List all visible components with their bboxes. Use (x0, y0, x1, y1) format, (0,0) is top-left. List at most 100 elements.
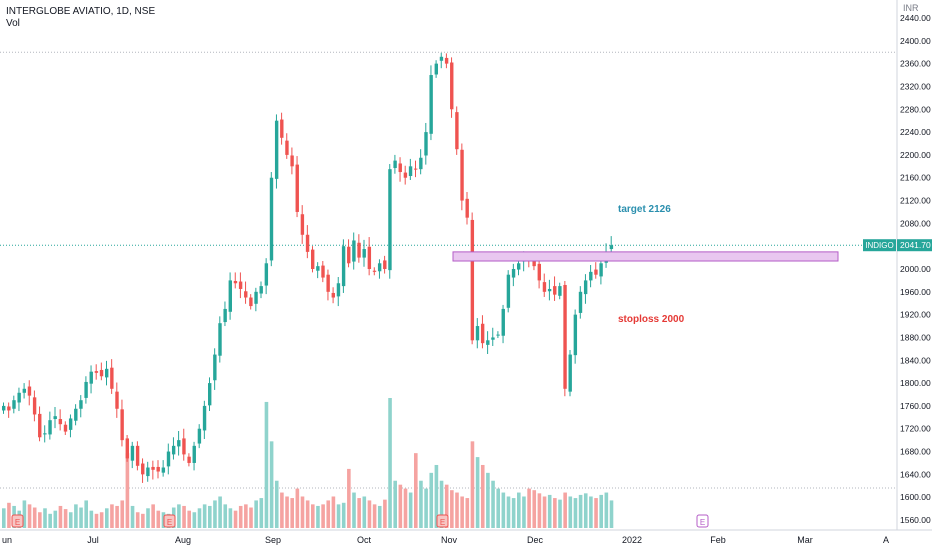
candle-body (388, 169, 392, 271)
candle-body (408, 166, 413, 177)
volume-bar (522, 496, 526, 528)
volume-bar (2, 508, 6, 528)
volume-bar (27, 504, 32, 528)
candle-body (259, 286, 263, 294)
volume-bar (182, 505, 186, 528)
volume-bar (141, 513, 145, 528)
candle-body (208, 383, 212, 406)
volume-bar (218, 496, 222, 528)
volume-bar (89, 510, 94, 528)
price-tick-label: 1560.00 (900, 515, 931, 525)
price-tick-label: 1640.00 (900, 469, 931, 479)
candle-body (393, 160, 397, 169)
volume-bar (156, 510, 161, 528)
candle-body (63, 424, 68, 432)
volume-bar (532, 490, 537, 528)
volume-bar (599, 494, 603, 528)
target-annotation: target 2126 (618, 204, 671, 215)
price-tick-label: 1920.00 (900, 310, 931, 320)
volume-bar (32, 507, 37, 528)
candle-body (120, 409, 124, 441)
candle-body (290, 155, 294, 167)
price-tick-label: 1800.00 (900, 378, 931, 388)
volume-bar (48, 513, 52, 528)
candle-body (141, 463, 145, 475)
symbol-tag-label: INDIGO (865, 241, 893, 250)
candle-body (2, 405, 6, 411)
candle-body (17, 392, 21, 403)
volume-bar (460, 496, 464, 528)
candle-body (295, 164, 299, 212)
volume-bar (197, 508, 202, 528)
price-tick-label: 2000.00 (900, 264, 931, 274)
candle-body (414, 168, 418, 170)
volume-bar (419, 480, 423, 528)
volume-bar (583, 493, 588, 528)
candle-body (177, 440, 181, 447)
price-tick-label: 1880.00 (900, 332, 931, 342)
volume-bar (146, 508, 150, 528)
candle-body (429, 75, 433, 134)
candle-body (537, 263, 541, 281)
volume-bar (135, 512, 140, 528)
volume-bar (537, 493, 542, 528)
candle-body (213, 354, 217, 381)
volume-bar (68, 512, 73, 528)
candle-body (53, 416, 57, 420)
earnings-marker (696, 514, 709, 528)
volume-bar (187, 510, 191, 528)
candle-body (609, 245, 614, 250)
candle-body (228, 280, 232, 312)
price-tag-label: 2041.70 (900, 240, 931, 250)
time-tick-label: 2022 (622, 535, 642, 545)
volume-bar (408, 492, 413, 528)
candle-body (280, 119, 284, 138)
price-tick-label: 2240.00 (900, 127, 931, 137)
volume-bar (424, 488, 428, 528)
volume-bar (74, 504, 78, 528)
candle-body (470, 219, 475, 341)
candle-body (589, 271, 593, 281)
candle-body (238, 281, 243, 289)
volume-bar (475, 457, 480, 528)
candle-body (187, 456, 191, 463)
volume-bar (161, 512, 166, 528)
volume-bar (486, 472, 490, 528)
volume-bars (2, 398, 614, 528)
earnings-marker (11, 514, 24, 528)
price-tick-label: 1840.00 (900, 355, 931, 365)
volume-bar (434, 464, 439, 528)
price-tick-label: 2120.00 (900, 196, 931, 206)
volume-bar (228, 508, 233, 528)
candle-body (547, 288, 552, 292)
candle-body (68, 418, 73, 430)
volume-bar (110, 504, 114, 528)
candle-body (341, 246, 346, 287)
volume-label: Vol (6, 18, 20, 29)
volume-bar (429, 472, 434, 528)
time-tick-label: Mar (797, 535, 813, 545)
candle-body (496, 334, 500, 336)
volume-bar (38, 512, 42, 528)
candle-body (444, 57, 449, 64)
time-tick-label: Oct (357, 535, 372, 545)
candle-body (43, 433, 47, 435)
candle-body (511, 269, 516, 278)
volume-bar (388, 398, 392, 528)
candle-body (434, 63, 438, 75)
candle-body (249, 297, 253, 307)
time-axis: un Jul Aug Sep Oct Nov Dec 2022 Feb Mar A (2, 535, 889, 545)
candle-body (233, 280, 238, 284)
volume-bar (517, 492, 521, 528)
candle-body (79, 400, 83, 409)
price-tick-label: 2200.00 (900, 150, 931, 160)
volume-bar (202, 504, 207, 528)
volume-bar (501, 492, 506, 528)
volume-bar (269, 441, 274, 528)
candle-body (94, 371, 99, 373)
time-tick-label: Dec (527, 535, 544, 545)
earnings-marker (163, 514, 176, 528)
time-tick-label: Feb (710, 535, 726, 545)
candle-body (202, 405, 207, 431)
time-tick-label: Nov (441, 535, 458, 545)
